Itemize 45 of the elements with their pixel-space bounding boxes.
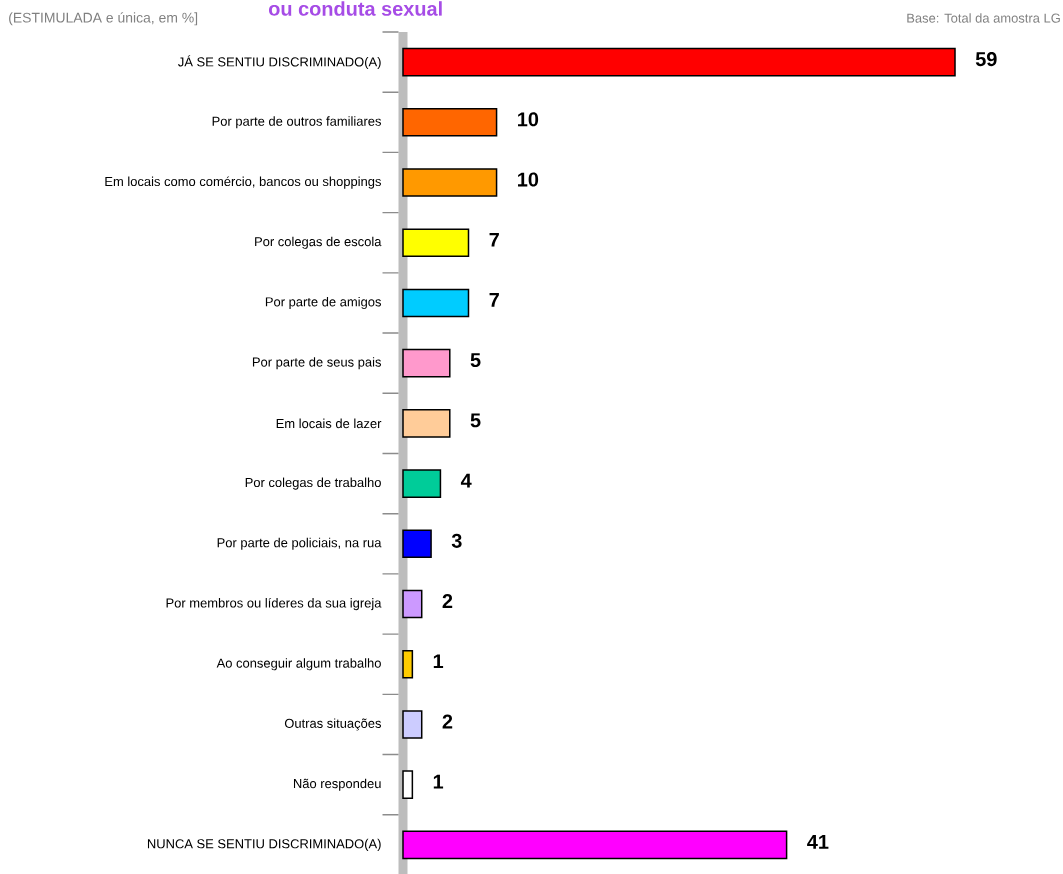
data-label: 41: [807, 835, 829, 849]
data-label: 4: [460, 473, 472, 488]
text: Base: Total da amostra LG: [907, 13, 1060, 23]
bar: [402, 469, 442, 498]
y-tick-label: Ao conseguir algum trabalho: [216, 658, 381, 671]
data-label: 1: [433, 654, 444, 669]
text: (ESTIMULADA e única, em %]: [9, 12, 198, 26]
y-tick-label: Não respondeu: [293, 778, 381, 791]
bar: [402, 529, 432, 559]
bar: [402, 409, 451, 438]
y-tick-label: Por colegas de escola: [255, 236, 382, 249]
y-tick-label: Por parte de seus pais: [252, 357, 381, 370]
bar: [402, 710, 423, 739]
data-label: 2: [442, 714, 453, 729]
bar: [402, 589, 423, 619]
data-label: 3: [451, 533, 462, 548]
chart-title: ou conduta sexual: [268, 1, 442, 16]
bar: [402, 108, 498, 137]
data-label: 10: [518, 112, 539, 127]
bar: [402, 288, 470, 318]
y-tick-label: Por membros ou líderes da sua igreja: [166, 597, 382, 611]
bar: [402, 770, 414, 799]
y-tick-label: JÁ SE SENTIU DISCRIMINADO(A): [178, 55, 381, 70]
data-label: 1: [433, 774, 444, 789]
data-label: 59: [975, 52, 997, 67]
y-tick-label: Por parte de policiais, na rua: [217, 537, 382, 550]
bar: [402, 228, 470, 258]
data-label: 10: [518, 172, 539, 187]
data-label: 5: [470, 413, 481, 428]
bar: [402, 830, 788, 860]
y-tick-label: Outras situações: [284, 718, 382, 731]
y-tick-label: Em locais como comércio, bancos ou shoppings: [105, 176, 381, 189]
bar: [402, 348, 451, 378]
bar: [402, 47, 956, 77]
data-label: 7: [489, 293, 499, 307]
y-tick-label: Em locais de lazer: [276, 418, 382, 429]
y-tick-label: Por parte de outros familiares: [212, 116, 381, 129]
bar: [402, 168, 498, 197]
y-tick-label: Por parte de amigos: [265, 296, 381, 309]
y-tick-label: Por colegas de trabalho: [245, 477, 381, 490]
data-label: 7: [489, 232, 499, 247]
y-tick-label: NUNCA SE SENTIU DISCRIMINADO(A): [147, 838, 381, 851]
data-label: 2: [442, 594, 453, 608]
bar: [402, 649, 414, 679]
data-label: 5: [470, 353, 481, 368]
